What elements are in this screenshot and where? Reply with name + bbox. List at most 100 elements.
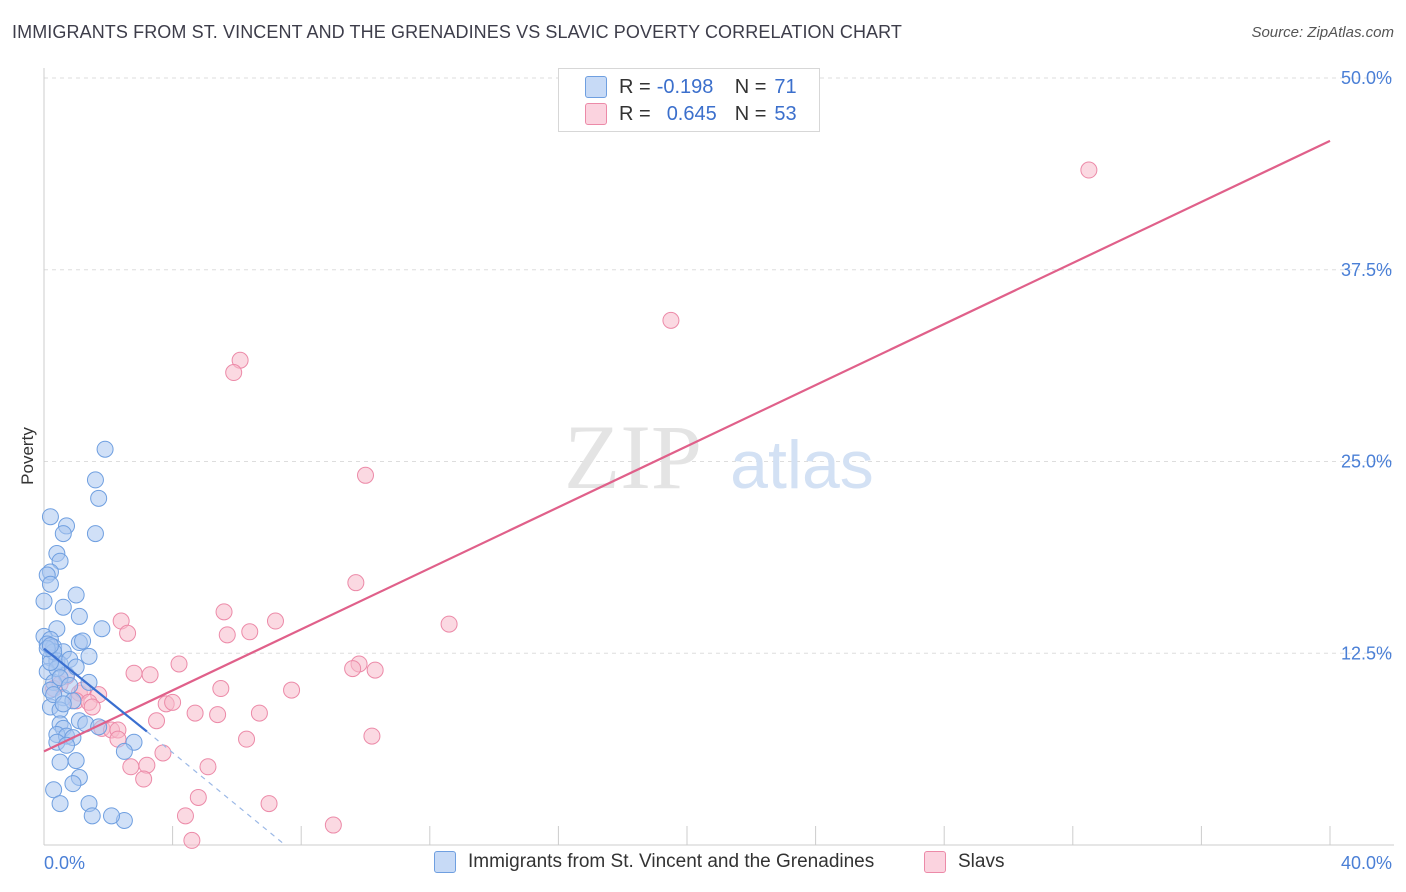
data-point-slavs <box>212 680 230 698</box>
data-point-slavs <box>344 660 362 678</box>
legend-item-immigrants: Immigrants from St. Vincent and the Gren… <box>434 851 874 873</box>
data-point-immigrants <box>90 718 108 736</box>
source-label: Source: ZipAtlas.com <box>1251 24 1394 41</box>
data-point-immigrants <box>67 658 85 676</box>
data-point-slavs <box>176 807 194 825</box>
data-point-slavs <box>1080 161 1098 179</box>
data-point-slavs <box>138 756 156 774</box>
data-point-slavs <box>170 655 188 673</box>
legend-swatch-pink <box>924 851 946 873</box>
data-point-slavs <box>199 758 217 776</box>
legend-label: Immigrants from St. Vincent and the Gren… <box>468 851 875 872</box>
correlation-legend: R = -0.198 N = 71 R = 0.645 N = 53 <box>558 68 820 132</box>
r-label: R = <box>619 102 651 125</box>
trend-line-immigrants <box>43 647 148 733</box>
legend-item-slavs: Slavs <box>924 851 1004 873</box>
data-point-immigrants <box>93 620 111 638</box>
y-tick-label: 50.0% <box>1341 68 1392 88</box>
watermark-atlas: atlas <box>730 427 874 503</box>
data-point-slavs <box>241 623 259 641</box>
data-point-immigrants <box>41 508 59 526</box>
data-point-immigrants <box>70 607 88 625</box>
data-point-slavs <box>266 612 284 630</box>
watermark-zip: ZIP <box>564 406 702 508</box>
y-axis-label: Poverty <box>18 427 37 485</box>
data-point-slavs <box>250 704 268 722</box>
n-value: 53 <box>774 102 797 125</box>
x-tick-label: 40.0% <box>1341 853 1392 873</box>
data-point-immigrants <box>51 753 69 771</box>
data-point-slavs <box>183 831 201 849</box>
legend-swatch-blue <box>434 851 456 873</box>
data-point-immigrants <box>67 752 85 770</box>
r-value: -0.198 <box>656 75 714 98</box>
data-point-slavs <box>347 574 365 592</box>
n-label: N = <box>734 75 767 98</box>
data-point-immigrants <box>83 807 101 825</box>
data-point-immigrants <box>41 637 59 655</box>
data-point-slavs <box>83 698 101 716</box>
data-point-immigrants <box>80 673 98 691</box>
data-point-slavs <box>357 466 374 484</box>
data-point-immigrants <box>103 807 121 825</box>
data-point-slavs <box>122 758 140 776</box>
data-point-immigrants <box>96 440 114 458</box>
data-point-immigrants <box>51 795 69 813</box>
y-tick-label: 37.5% <box>1341 260 1392 280</box>
data-point-immigrants <box>41 575 59 593</box>
data-point-slavs <box>186 704 204 722</box>
data-point-immigrants <box>80 647 98 665</box>
n-value: 71 <box>774 75 797 98</box>
data-point-immigrants <box>86 471 104 489</box>
r-label: R = <box>619 75 651 98</box>
trend-line-immigrants-extension <box>146 731 286 846</box>
series-immigrants-points <box>35 440 143 829</box>
data-point-immigrants <box>35 592 53 610</box>
data-point-slavs <box>324 816 342 834</box>
data-point-slavs <box>141 666 159 684</box>
data-point-slavs <box>260 795 278 813</box>
watermark: ZIP atlas <box>564 406 874 508</box>
trend-lines <box>43 139 1331 846</box>
data-point-immigrants <box>86 525 104 543</box>
legend-swatch-pink <box>585 103 607 125</box>
legend-row-immigrants: R = -0.198 N = 71 <box>585 74 797 100</box>
data-point-slavs <box>238 730 256 748</box>
data-point-immigrants <box>74 632 92 650</box>
y-tick-label: 25.0% <box>1341 452 1392 472</box>
trend-line-slavs <box>43 139 1331 753</box>
x-tick-label: 0.0% <box>44 853 85 873</box>
data-point-immigrants <box>64 775 82 793</box>
data-point-slavs <box>366 661 384 679</box>
axes <box>43 68 1394 846</box>
data-point-slavs <box>440 615 458 633</box>
data-point-slavs <box>148 712 166 730</box>
data-point-immigrants <box>61 676 79 694</box>
data-point-slavs <box>189 788 207 806</box>
data-point-slavs <box>283 681 301 699</box>
data-point-immigrants <box>45 781 63 799</box>
data-point-immigrants <box>54 695 72 713</box>
r-value: 0.645 <box>666 102 717 125</box>
data-point-slavs <box>225 364 243 382</box>
data-point-slavs <box>135 770 153 788</box>
data-point-immigrants <box>90 489 108 507</box>
data-point-slavs <box>215 603 233 621</box>
y-tick-label: 12.5% <box>1341 643 1392 663</box>
legend-label: Slavs <box>958 851 1005 872</box>
chart-title: IMMIGRANTS FROM ST. VINCENT AND THE GREN… <box>12 22 903 42</box>
data-point-slavs <box>363 727 381 745</box>
data-point-slavs <box>154 744 172 762</box>
data-point-immigrants <box>54 598 72 616</box>
data-point-slavs <box>164 693 182 711</box>
n-label: N = <box>734 102 767 125</box>
data-point-immigrants <box>115 742 133 760</box>
data-point-immigrants <box>54 525 72 543</box>
tick-labels: 12.5% 25.0% 37.5% 50.0% 0.0% 40.0% <box>44 68 1392 873</box>
data-point-slavs <box>209 706 227 724</box>
data-point-immigrants <box>67 586 85 604</box>
data-point-slavs <box>218 626 236 644</box>
data-point-slavs <box>119 624 137 642</box>
legend-row-slavs: R = 0.645 N = 53 <box>585 101 797 127</box>
